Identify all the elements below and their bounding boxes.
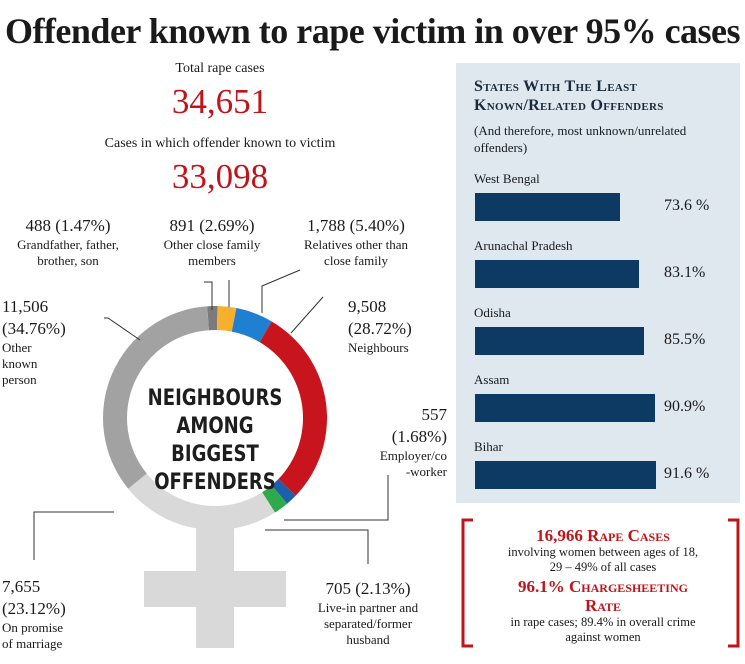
states-panel-title: States With The Least Known/Related Offe… <box>474 78 664 114</box>
annotation-label: known <box>2 356 38 371</box>
state-name: Odisha <box>474 305 511 320</box>
donut-center-text: NEIGHBOURS AMONG BIGGEST OFFENDERS <box>137 385 293 497</box>
annotation-label: Live-in partner and <box>317 600 419 615</box>
state-bar <box>475 394 655 422</box>
box-chargesheeting-rate: Rate <box>584 596 622 615</box>
state-name: Arunachal Pradesh <box>474 238 573 253</box>
donut-segment <box>262 485 288 513</box>
donut-segment <box>103 306 209 489</box>
box-line: in rape cases; 89.4% in overall crime <box>510 615 696 629</box>
box-rape-cases: 16,966 Rape Cases <box>536 526 670 545</box>
annotation-percent: (23.12%) <box>2 599 66 618</box>
annotation-other: 11,506 (34.76%) Other known person <box>2 296 102 388</box>
leader-livein <box>265 529 369 564</box>
donut-segment <box>128 473 276 531</box>
annotation-value: 7,655 <box>2 577 41 596</box>
annotation-label: Neighbours <box>348 340 409 355</box>
annotation-label: members <box>188 253 236 268</box>
state-value: 91.6 % <box>664 465 710 482</box>
annotation-percent: (1.68%) <box>391 427 447 446</box>
annotation-percent: (28.72%) <box>348 319 412 338</box>
leader-employer <box>284 475 389 521</box>
leader-grandfather <box>204 281 213 310</box>
annotation-relatives: 1,788 (5.40%) Relatives other than close… <box>290 215 422 269</box>
annotation-label: separated/former <box>323 616 413 631</box>
annotation-label: of marriage <box>2 636 63 651</box>
state-bar <box>475 461 656 489</box>
state-bar <box>475 327 644 355</box>
annotation-close-family: 891 (2.69%) Other close family members <box>148 215 276 269</box>
annotation-value: 9,508 <box>348 297 387 316</box>
annotation-label: person <box>2 372 37 387</box>
total-label: Total rape cases <box>175 61 265 76</box>
annotation-label: close family <box>324 253 388 268</box>
annotation-label: Other close family <box>163 237 261 252</box>
donut-segment <box>217 306 237 332</box>
annotation-livein: 705 (2.13%) Live-in partner and separate… <box>304 578 432 648</box>
annotation-label: Other <box>2 340 32 355</box>
known-value: 33,098 <box>171 157 269 196</box>
leader-other <box>104 317 141 341</box>
annotation-label: On promise <box>2 620 64 635</box>
annotation-value: 891 (2.69%) <box>169 216 255 235</box>
annotation-value: 11,506 <box>2 297 49 316</box>
annotation-grandfather: 488 (1.47%) Grandfather, father, brother… <box>2 215 134 269</box>
box-line: against women <box>565 630 641 644</box>
annotation-value: 557 <box>421 405 448 424</box>
donut-segment <box>271 478 296 504</box>
donut-segment <box>207 306 218 331</box>
state-value: 83.1% <box>664 264 706 281</box>
center-text-line: AMONG BIGGEST <box>171 414 259 467</box>
leader-relatives <box>261 269 301 313</box>
states-panel-subtitle: (And therefore, most unknown/unrelated o… <box>474 123 687 155</box>
donut-segment <box>259 321 327 496</box>
center-text-line: OFFENDERS <box>154 470 276 495</box>
annotation-employer: 557 (1.68%) Employer/co -worker <box>357 404 447 480</box>
box-line: involving women between ages of 18, <box>507 545 699 559</box>
symbol-crossbar <box>144 571 286 607</box>
annotation-label: Relatives other than <box>304 237 408 252</box>
leader-neighbours <box>290 296 324 334</box>
state-name: Bihar <box>474 439 503 454</box>
annotation-label: husband <box>346 632 390 647</box>
box-content: 16,966 Rape Cases involving women betwee… <box>472 526 734 645</box>
leader-marriage <box>33 511 114 560</box>
state-value: 73.6 % <box>664 197 710 214</box>
page-title: Offender known to rape victim in over 95… <box>4 11 741 51</box>
annotation-label: -worker <box>405 464 447 479</box>
states-panel: States With The Least Known/Related Offe… <box>456 63 740 503</box>
annotation-percent: (34.76%) <box>2 319 66 338</box>
annotation-label: Employer/co <box>379 448 447 463</box>
annotation-label: Grandfather, father, <box>17 237 119 252</box>
annotation-marriage: 7,655 (23.12%) On promise of marriage <box>2 576 102 652</box>
state-bar <box>475 193 620 221</box>
box-line: 29 – 49% of all cases <box>549 560 657 574</box>
state-name: West Bengal <box>474 171 540 186</box>
donut-segment <box>231 308 272 343</box>
state-bar <box>475 260 639 288</box>
annotation-neighbours: 9,508 (28.72%) Neighbours <box>348 296 448 356</box>
annotation-value: 1,788 (5.40%) <box>307 216 405 235</box>
annotation-value: 705 (2.13%) <box>325 579 411 598</box>
box-chargesheeting: 96.1% Chargesheeting <box>518 577 688 596</box>
total-value: 34,651 <box>171 82 269 121</box>
known-label: Cases in which offender known to victim <box>104 136 336 151</box>
annotation-value: 488 (1.47%) <box>25 216 111 235</box>
state-name: Assam <box>474 372 510 387</box>
state-value: 85.5% <box>664 331 706 348</box>
state-value: 90.9% <box>664 398 706 415</box>
annotation-label: brother, son <box>37 253 99 268</box>
center-text-line: NEIGHBOURS <box>147 386 283 411</box>
